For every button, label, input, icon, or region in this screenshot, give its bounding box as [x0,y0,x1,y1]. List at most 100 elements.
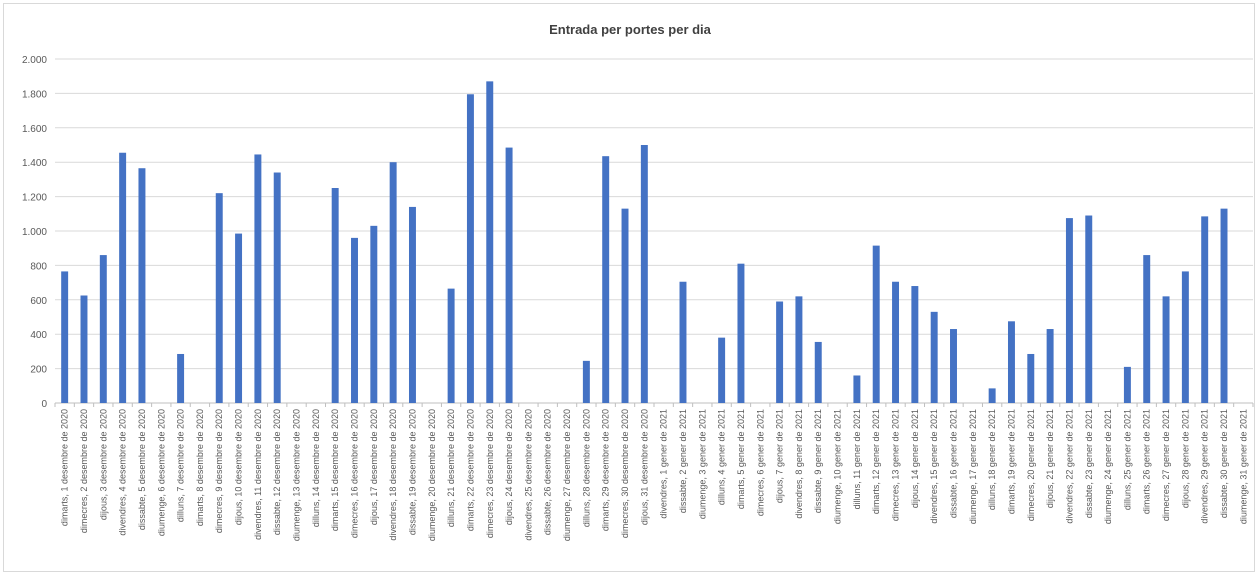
x-tick-label: divendres, 18 desembre de 2020 [388,409,398,541]
bar [351,237,358,403]
y-tick-label: 600 [30,296,47,307]
x-tick-label: dissabte, 23 gener de 2021 [1084,409,1094,518]
x-tick-label: dilluns, 7 desembre de 2020 [176,409,186,522]
x-tick-label: dilluns, 14 desembre de 2020 [311,409,321,527]
bar [177,353,185,403]
x-tick-label: dijous, 7 gener de 2021 [775,409,785,503]
x-tick-label: diumenge, 17 gener de 2021 [968,409,978,524]
x-tick-label: dilluns, 18 gener de 2021 [987,409,997,510]
bar [505,147,513,403]
x-tick-label: dimecres, 16 desembre de 2020 [350,409,360,538]
x-tick-label: dilluns, 25 gener de 2021 [1122,409,1132,510]
bar [950,329,957,403]
x-tick-label: divendres, 15 gener de 2021 [929,409,939,524]
bar [119,152,127,403]
bar [988,388,996,403]
bar [582,360,590,403]
x-tick-label: dissabte, 12 desembre de 2020 [272,409,282,535]
x-tick-label: dimecres, 27 gener de 2021 [1161,409,1171,521]
bar [1123,366,1131,403]
x-tick-label: divendres, 1 gener de 2021 [659,409,669,519]
bar [930,311,938,403]
x-tick-label: dilluns, 4 gener de 2021 [717,409,727,505]
bar [1065,218,1073,403]
x-tick-label: divendres, 11 desembre de 2020 [253,409,263,540]
chart-title: Entrada per portes per dia [549,22,711,37]
y-tick-label: 1.800 [22,89,47,100]
bar [99,255,107,403]
y-tick-label: 1.200 [22,193,47,204]
y-tick-label: 0 [41,399,47,410]
y-tick-label: 400 [30,330,47,341]
x-tick-label: diumenge, 31 gener de 2021 [1238,409,1248,524]
x-tick-label: dimarts, 26 gener de 2021 [1142,409,1152,514]
x-tick-label: dijous, 17 desembre de 2020 [369,409,379,525]
bar [80,295,88,403]
y-tick-label: 1.000 [22,227,47,238]
bar [1085,215,1093,403]
x-tick-label: dimecres, 23 desembre de 2020 [485,409,495,538]
bar [679,281,687,403]
bar [273,172,281,403]
bar [1007,321,1015,403]
bar [1220,208,1228,403]
bar-chart: 0 200 400 600 800 1.000 1.200 1.400 1.600 1.800 2.… [22,55,1254,541]
x-tick-label: dilluns, 28 desembre de 2020 [581,409,591,527]
bar [1046,329,1054,403]
bar [853,375,861,403]
y-tick-label: 200 [30,365,47,376]
x-tick-label: dijous, 10 desembre de 2020 [234,409,244,525]
bar [466,94,474,403]
x-tick-label: dimarts, 5 gener de 2021 [736,409,746,509]
bar [61,271,69,403]
x-tick-label: dissabte, 16 gener de 2021 [949,409,959,518]
x-tick-label: dimecres, 30 desembre de 2020 [620,409,630,538]
bar [1027,353,1035,403]
x-tick-label: dimecres, 9 desembre de 2020 [214,409,224,533]
bar [254,154,262,403]
x-tick-label: dimarts, 19 gener de 2021 [1006,409,1016,514]
x-tick-label: diumenge, 3 gener de 2021 [697,409,707,519]
bar [486,81,494,404]
x-tick-label: dissabte, 26 desembre de 2020 [543,409,553,535]
y-tick-label: 1.600 [22,124,47,135]
x-tick-label: dijous, 14 gener de 2021 [910,409,920,508]
x-tick-label: dimecres, 6 gener de 2021 [755,409,765,516]
bar [814,341,822,403]
x-tick-label: dijous, 21 gener de 2021 [1045,409,1055,508]
x-tick-label: dimarts, 12 gener de 2021 [871,409,881,514]
bar [621,208,629,403]
bar [1162,296,1170,403]
x-tick-label: dijous, 24 desembre de 2020 [504,409,514,525]
x-tick-label: dimarts, 1 desembre de 2020 [60,409,70,526]
bar [331,188,339,403]
bar [389,162,397,403]
x-tick-label: dissabte, 2 gener de 2021 [678,409,688,513]
y-tick-label: 2.000 [22,55,47,66]
x-tick-label: dijous, 28 gener de 2021 [1180,409,1190,508]
x-tick-label: dimarts, 29 desembre de 2020 [601,409,611,531]
bar [447,288,455,403]
x-tick-label: diumenge, 6 desembre de 2020 [156,409,166,536]
x-tick-label: dilluns, 21 desembre de 2020 [446,409,456,527]
x-tick-label: diumenge, 10 gener de 2021 [833,409,843,524]
bar [408,206,416,403]
bar [892,281,900,403]
bar [911,286,919,403]
bar [1201,216,1209,403]
x-tick-label: dimarts, 8 desembre de 2020 [195,409,205,526]
bar [737,263,745,403]
x-tick-label: diumenge, 27 desembre de 2020 [562,409,572,541]
bar [1143,255,1151,403]
x-tick-label: diumenge, 20 desembre de 2020 [427,409,437,541]
x-tick-label: dimarts, 22 desembre de 2020 [465,409,475,531]
x-tick-label: diumenge, 13 desembre de 2020 [292,409,302,541]
x-tick-label: dijous, 31 desembre de 2020 [639,409,649,525]
bar [138,168,146,403]
x-tick-label: divendres, 25 desembre de 2020 [523,409,533,541]
x-tick-label: dissabte, 9 gener de 2021 [813,409,823,513]
x-tick-label: divendres, 8 gener de 2021 [794,409,804,519]
x-tick-label: dimecres, 20 gener de 2021 [1026,409,1036,521]
bar [640,145,648,403]
x-tick-label: dissabte, 19 desembre de 2020 [407,409,417,535]
